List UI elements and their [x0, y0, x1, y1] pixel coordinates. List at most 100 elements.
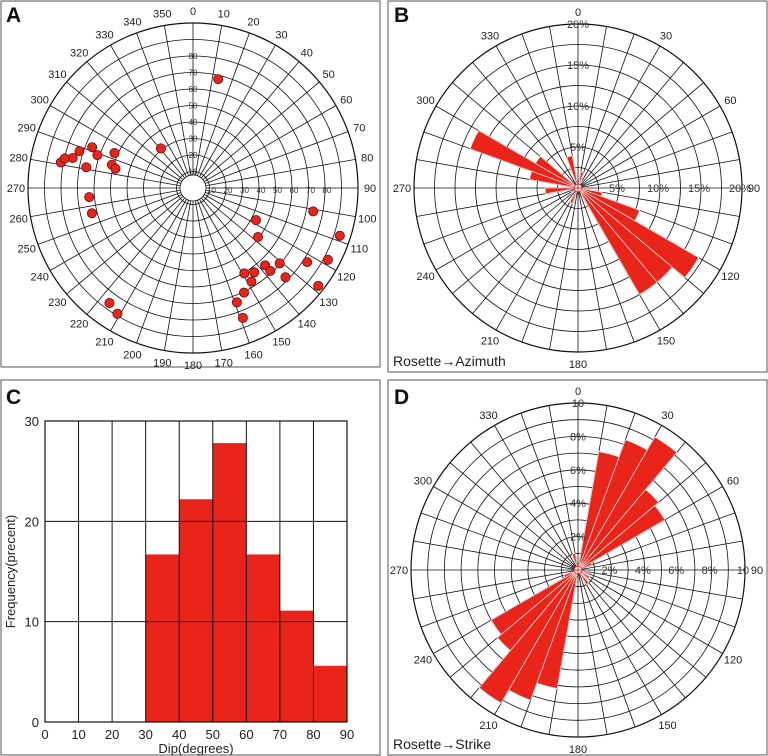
azimuth-tick-label: 200	[123, 349, 141, 361]
y-tick-label: 0	[32, 715, 39, 730]
grid-spoke	[30, 158, 181, 187]
azimuth-tick-label: 90	[364, 183, 376, 195]
pole-point	[334, 230, 345, 241]
grid-spoke	[577, 569, 723, 654]
grid-spoke	[472, 62, 579, 189]
percent-ring-label: 2%	[570, 532, 586, 544]
azimuth-tick-label: 330	[481, 31, 499, 43]
percent-ring-label: 8%	[570, 431, 586, 443]
grid-spoke	[435, 187, 579, 271]
percent-ring-label: 10%	[647, 183, 669, 195]
azimuth-tick-label: 120	[724, 655, 742, 667]
panel-d-frame	[387, 379, 768, 756]
pole-point	[322, 254, 333, 265]
grid-spoke	[86, 61, 185, 179]
azimuth-tick-label: 30	[660, 31, 672, 43]
grid-spoke	[204, 105, 337, 182]
pole-point	[265, 265, 276, 276]
pole-point	[280, 272, 291, 283]
grid-spoke	[420, 512, 579, 571]
x-tick-label: 20	[105, 727, 119, 742]
rose-b-caption: Rosette→Azimuth	[393, 353, 506, 369]
azimuth-tick-label: 270	[390, 565, 408, 577]
grid-spoke	[30, 189, 181, 218]
rose-petal	[469, 130, 579, 189]
panel-b-label: B	[394, 4, 409, 27]
azimuth-tick-label: 60	[727, 476, 739, 488]
pole-point	[110, 163, 121, 174]
panel-b-frame	[387, 0, 768, 373]
dip-ring-label: 70	[306, 186, 315, 195]
percent-ring-label: 4%	[635, 565, 651, 577]
rose-petal	[496, 569, 579, 652]
center-circle	[179, 174, 207, 202]
dip-ring-label: 50	[273, 186, 282, 195]
azimuth-tick-label: 330	[95, 30, 113, 42]
grid-spoke	[136, 32, 189, 176]
grid-spoke	[452, 187, 579, 294]
percent-ring-label: 6%	[570, 465, 586, 477]
grid-spoke	[423, 187, 579, 245]
pole-point	[249, 267, 260, 278]
rose-petal	[577, 436, 678, 571]
grid-spoke	[577, 569, 608, 735]
azimuth-tick-label: 170	[215, 357, 233, 369]
dip-ring-label: 70	[189, 69, 198, 78]
grid-spoke	[495, 45, 579, 189]
x-tick-label: 80	[306, 727, 320, 742]
panel-c-frame	[0, 379, 381, 756]
azimuth-tick-label: 240	[31, 272, 49, 284]
rose-petal	[534, 155, 579, 189]
percent-ring-label: 15%	[567, 60, 589, 72]
percent-ring-label: 5%	[570, 142, 586, 154]
grid-spoke	[577, 105, 721, 189]
azimuth-tick-label: 240	[414, 655, 432, 667]
azimuth-tick-label: 0	[575, 7, 581, 19]
dip-histogram: 0 10 20 30 40 50 60 70 80 90 0 10 20 30 Dip(degrees) Fr…	[3, 414, 354, 756]
rose-chart-azimuth: 0 30 60 90 120 150 180 210 240 270 300 330 5% 5% 10% 10…	[393, 7, 760, 371]
azimuth-tick-label: 340	[123, 17, 141, 29]
azimuth-tick-label: 30	[661, 410, 673, 422]
pole-point	[86, 208, 97, 219]
grid-spoke	[201, 61, 300, 179]
dip-ring-label: 20	[224, 186, 233, 195]
grid-spoke	[577, 569, 743, 600]
percent-ring-label: 10%	[567, 101, 589, 113]
x-axis-label: Dip(degrees)	[158, 741, 233, 756]
grid-spoke	[205, 192, 349, 245]
azimuth-tick-label: 70	[353, 122, 365, 134]
percent-ring-label: 10	[572, 398, 584, 410]
grid-spoke	[66, 196, 184, 295]
azimuth-tick-label: 180	[569, 359, 587, 371]
azimuth-tick-label: 160	[244, 349, 262, 361]
dip-ring-label: 80	[189, 52, 198, 61]
azimuth-tick-label: 120	[337, 272, 355, 284]
pole-point	[239, 268, 250, 279]
azimuth-tick-label: 330	[479, 410, 497, 422]
grid-spoke	[577, 540, 743, 571]
grid-spoke	[577, 512, 736, 571]
azimuth-tick-label: 150	[272, 336, 290, 348]
pole-point	[74, 146, 85, 157]
azimuth-tick-label: 210	[481, 335, 499, 347]
percent-ring-label: 4%	[570, 498, 586, 510]
percent-ring-label: 2%	[601, 565, 617, 577]
grid-spoke	[201, 197, 300, 315]
rose-petal	[577, 187, 658, 295]
plot-frame	[44, 420, 348, 723]
azimuth-tick-label: 120	[721, 271, 739, 283]
azimuth-tick-label: 300	[31, 95, 49, 107]
grid-spoke	[577, 187, 607, 350]
histogram-bar	[246, 554, 280, 722]
grid-spoke	[86, 197, 185, 315]
azimuth-tick-label: 180	[184, 360, 202, 372]
x-tick-label: 40	[172, 727, 186, 742]
azimuth-tick-label: 350	[153, 9, 171, 21]
azimuth-tick-label: 190	[153, 357, 171, 369]
rose-chart-strike: 0 30 60 90 120 150 180 210 240 270 300 330 2% 2% 4% 4% 6…	[390, 386, 763, 756]
grid-spoke	[577, 26, 607, 189]
dip-ring-label: 10	[189, 168, 198, 177]
grid-spoke	[163, 200, 192, 351]
pole-point	[246, 276, 257, 287]
grid-spoke	[202, 81, 320, 180]
